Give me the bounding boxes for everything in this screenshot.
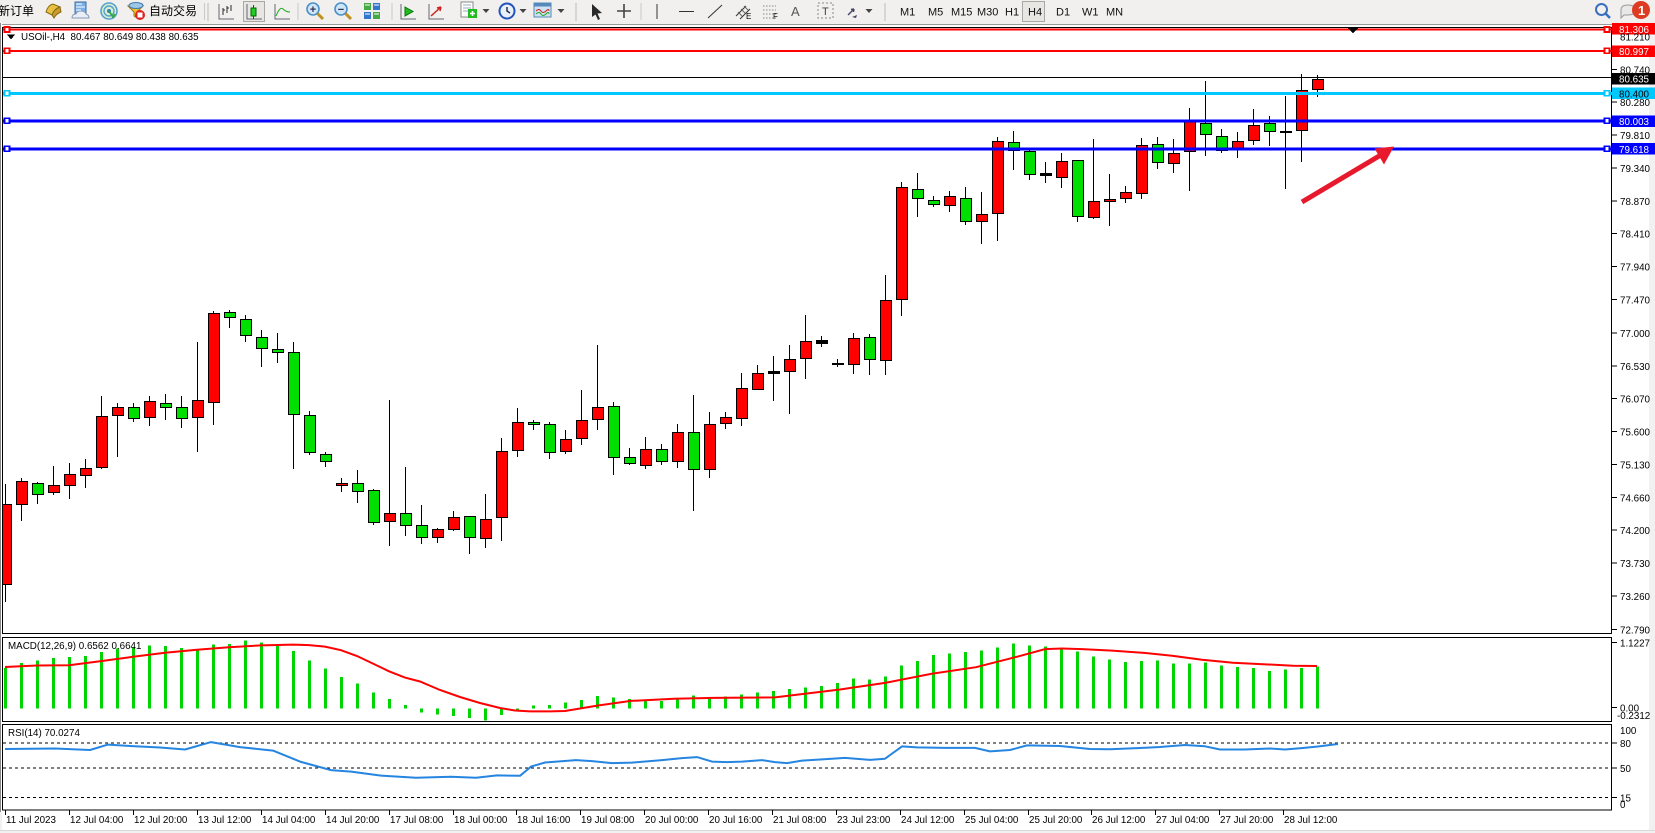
- svg-text:M30: M30: [977, 7, 998, 19]
- svg-text:78.410: 78.410: [1620, 230, 1651, 241]
- svg-text:80.997: 80.997: [1619, 47, 1649, 58]
- svg-text:24 Jul 12:00: 24 Jul 12:00: [901, 815, 955, 826]
- svg-text:M15: M15: [951, 7, 972, 19]
- svg-text:79.618: 79.618: [1619, 145, 1650, 156]
- svg-text:75.130: 75.130: [1620, 461, 1651, 472]
- svg-text:18 Jul 00:00: 18 Jul 00:00: [454, 815, 508, 826]
- svg-text:26 Jul 12:00: 26 Jul 12:00: [1092, 815, 1146, 826]
- svg-text:0.00: 0.00: [1620, 704, 1640, 715]
- svg-text:20 Jul 16:00: 20 Jul 16:00: [709, 815, 763, 826]
- svg-text:50: 50: [1620, 764, 1631, 775]
- svg-text:RSI(14) 70.0274: RSI(14) 70.0274: [8, 728, 80, 739]
- svg-text:25 Jul 20:00: 25 Jul 20:00: [1029, 815, 1083, 826]
- svg-text:F: F: [773, 12, 778, 21]
- svg-text:80.400: 80.400: [1619, 89, 1650, 100]
- svg-text:75.600: 75.600: [1620, 427, 1651, 438]
- svg-text:自动交易: 自动交易: [149, 3, 197, 18]
- svg-text:−: −: [338, 4, 344, 16]
- svg-text:11 Jul 2023: 11 Jul 2023: [6, 815, 56, 826]
- svg-text:14 Jul 04:00: 14 Jul 04:00: [262, 815, 316, 826]
- svg-text:E: E: [746, 12, 751, 21]
- svg-text:74.660: 74.660: [1620, 494, 1651, 505]
- svg-text:1: 1: [1638, 3, 1645, 18]
- svg-text:28 Jul 12:00: 28 Jul 12:00: [1284, 815, 1338, 826]
- svg-text:MACD(12,26,9) 0.6562 0.6641: MACD(12,26,9) 0.6562 0.6641: [8, 641, 141, 652]
- svg-text:D1: D1: [1056, 7, 1070, 19]
- svg-text:80.635: 80.635: [1619, 75, 1650, 86]
- svg-text:0: 0: [1620, 800, 1626, 811]
- svg-text:+: +: [310, 4, 316, 16]
- svg-text:12 Jul 04:00: 12 Jul 04:00: [70, 815, 124, 826]
- svg-text:76.070: 76.070: [1620, 394, 1651, 405]
- svg-text:新订单: 新订单: [0, 3, 34, 18]
- svg-text:M1: M1: [900, 7, 915, 19]
- svg-text:74.200: 74.200: [1620, 526, 1651, 537]
- svg-text:1.1227: 1.1227: [1620, 639, 1650, 650]
- svg-text:20 Jul 00:00: 20 Jul 00:00: [645, 815, 699, 826]
- svg-text:79.340: 79.340: [1620, 164, 1651, 175]
- svg-text:H1: H1: [1005, 7, 1019, 19]
- svg-text:77.000: 77.000: [1620, 329, 1651, 340]
- svg-text:12 Jul 20:00: 12 Jul 20:00: [134, 815, 188, 826]
- svg-text:81.306: 81.306: [1619, 25, 1650, 36]
- svg-text:T: T: [822, 6, 829, 18]
- svg-text:78.870: 78.870: [1620, 197, 1651, 208]
- svg-text:73.260: 73.260: [1620, 592, 1651, 603]
- svg-text:MN: MN: [1106, 7, 1123, 19]
- svg-text:77.470: 77.470: [1620, 296, 1651, 307]
- svg-text:80.740: 80.740: [1620, 65, 1651, 76]
- svg-text:18 Jul 16:00: 18 Jul 16:00: [517, 815, 571, 826]
- svg-text:-0.2312: -0.2312: [1617, 711, 1650, 722]
- svg-text:72.790: 72.790: [1620, 625, 1651, 636]
- svg-text:23 Jul 23:00: 23 Jul 23:00: [837, 815, 891, 826]
- svg-text:15: 15: [1620, 793, 1631, 804]
- svg-text:M5: M5: [928, 7, 943, 19]
- svg-text:W1: W1: [1082, 7, 1099, 19]
- svg-text:73.730: 73.730: [1620, 559, 1651, 570]
- svg-text:USOil-,H4 80.467 80.649 80.43: USOil-,H4 80.467 80.649 80.438 80.635: [21, 32, 199, 43]
- svg-text:13 Jul 12:00: 13 Jul 12:00: [198, 815, 252, 826]
- svg-text:77.940: 77.940: [1620, 263, 1651, 274]
- svg-text:14 Jul 20:00: 14 Jul 20:00: [326, 815, 380, 826]
- svg-text:17 Jul 08:00: 17 Jul 08:00: [390, 815, 444, 826]
- svg-text:81.210: 81.210: [1620, 32, 1651, 43]
- svg-text:21 Jul 08:00: 21 Jul 08:00: [773, 815, 827, 826]
- svg-text:100: 100: [1620, 726, 1637, 737]
- svg-text:A: A: [791, 4, 800, 19]
- svg-text:80: 80: [1620, 739, 1631, 750]
- svg-text:76.530: 76.530: [1620, 362, 1651, 373]
- svg-text:H4: H4: [1028, 7, 1042, 19]
- svg-text:27 Jul 04:00: 27 Jul 04:00: [1156, 815, 1210, 826]
- svg-text:80.003: 80.003: [1619, 117, 1650, 128]
- svg-text:27 Jul 20:00: 27 Jul 20:00: [1220, 815, 1274, 826]
- svg-text:80.280: 80.280: [1620, 98, 1651, 109]
- svg-text:25 Jul 04:00: 25 Jul 04:00: [965, 815, 1019, 826]
- svg-text:19 Jul 08:00: 19 Jul 08:00: [581, 815, 635, 826]
- svg-text:79.810: 79.810: [1620, 131, 1651, 142]
